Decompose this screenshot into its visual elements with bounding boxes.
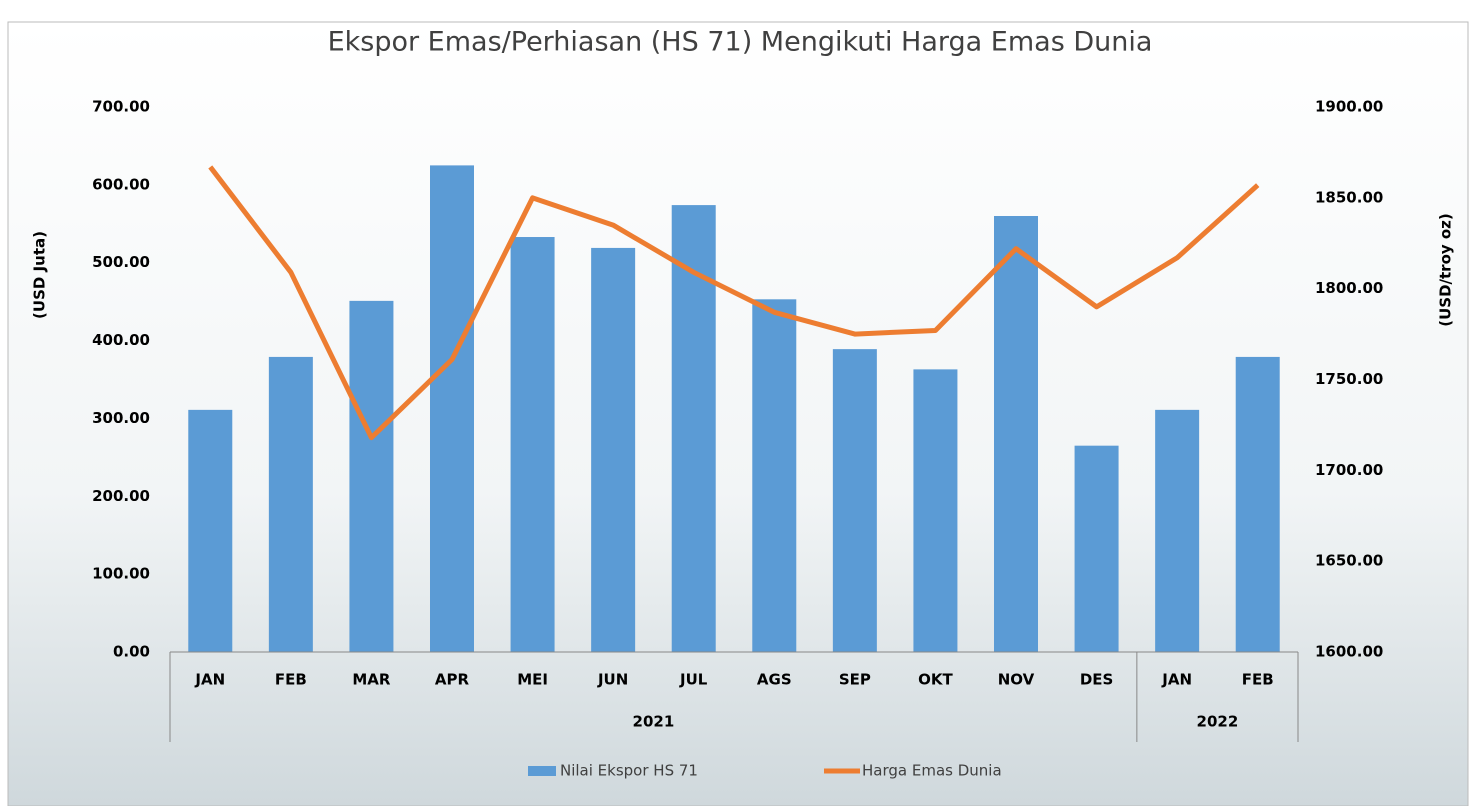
x-tick-label: JUN <box>597 671 628 689</box>
x-tick-label: SEP <box>839 671 871 689</box>
chart-title: Ekspor Emas/Perhiasan (HS 71) Mengikuti … <box>328 27 1153 58</box>
y-tick-label: 100.00 <box>92 565 150 583</box>
x-tick-label: MAR <box>352 671 391 689</box>
x-tick-label: JAN <box>194 671 225 689</box>
x-tick-label: OKT <box>918 671 953 689</box>
y-tick-label: 600.00 <box>92 175 150 193</box>
y2-tick-label: 1850.00 <box>1315 188 1383 206</box>
bar <box>1235 356 1280 652</box>
chart-background <box>7 21 1469 806</box>
y-axis-label: (USD Juta) <box>31 231 49 319</box>
y2-tick-label: 1800.00 <box>1315 279 1383 297</box>
bar <box>188 409 233 652</box>
x-tick-label: APR <box>435 671 470 689</box>
y-tick-label: 700.00 <box>92 98 150 116</box>
y-tick-label: 0.00 <box>113 643 150 661</box>
x-group-label: 2022 <box>1197 713 1239 731</box>
y2-tick-label: 1750.00 <box>1315 370 1383 388</box>
bar <box>994 216 1038 652</box>
legend-label: Harga Emas Dunia <box>862 762 1002 780</box>
bar <box>510 237 555 652</box>
y-tick-label: 500.00 <box>92 253 150 271</box>
y2-tick-label: 1650.00 <box>1315 552 1383 570</box>
bar <box>832 349 877 652</box>
x-tick-label: DES <box>1080 671 1114 689</box>
y-tick-label: 300.00 <box>92 409 150 427</box>
line <box>208 165 1260 441</box>
bar <box>268 356 313 652</box>
x-tick-label: FEB <box>1242 671 1274 689</box>
bar <box>1074 445 1119 652</box>
x-tick-label: JAN <box>1161 671 1192 689</box>
y2-axis-label: (USD/troy oz) <box>1437 213 1455 327</box>
bar <box>430 165 474 652</box>
y2-tick-label: 1900.00 <box>1315 98 1383 116</box>
legend-swatch <box>528 766 556 776</box>
bar <box>591 247 636 652</box>
bar <box>752 299 797 652</box>
bar <box>913 369 958 652</box>
legend-label: Nilai Ekspor HS 71 <box>560 762 698 780</box>
y-tick-label: 200.00 <box>92 487 150 505</box>
bar <box>349 300 394 652</box>
x-tick-label: FEB <box>275 671 307 689</box>
y2-tick-label: 1700.00 <box>1315 461 1383 479</box>
bar <box>1155 409 1200 652</box>
x-group-label: 2021 <box>633 713 675 731</box>
x-tick-label: JUL <box>679 671 708 689</box>
y2-tick-label: 1600.00 <box>1315 643 1383 661</box>
x-tick-label: NOV <box>998 671 1035 689</box>
y-tick-label: 400.00 <box>92 331 150 349</box>
x-tick-label: AGS <box>757 671 792 689</box>
x-tick-label: MEI <box>517 671 548 689</box>
